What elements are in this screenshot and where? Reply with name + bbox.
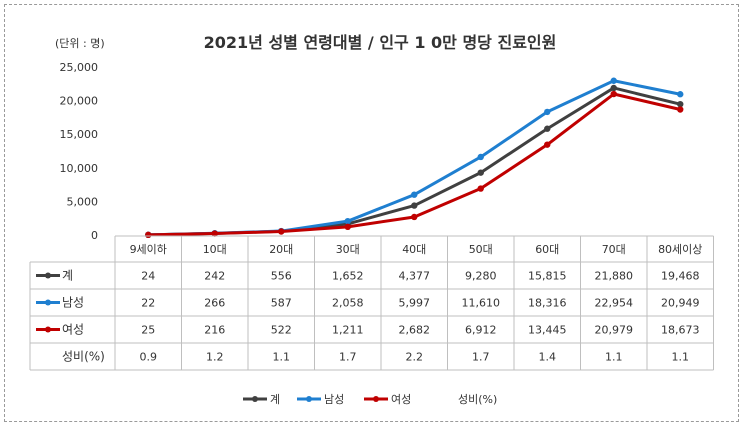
table-cell: 22,954	[595, 297, 634, 310]
y-axis: 25,000 20,000 15,000 10,000 5,000 0	[60, 61, 99, 242]
y-tick-label: 20,000	[60, 95, 99, 108]
chart-frame	[4, 4, 739, 422]
y-tick-label: 0	[91, 229, 98, 242]
table-cell: 1.1	[605, 351, 623, 364]
chart-title: 2021년 성별 연령대별 / 인구 1 0만 명당 진료인원	[204, 33, 557, 52]
data-point-1-5	[477, 153, 484, 161]
category-label: 50대	[469, 243, 493, 256]
legend: 계 남성 여성 성비(%)	[243, 393, 497, 406]
data-point-2-2	[278, 228, 285, 235]
plot-area	[145, 77, 684, 239]
table-cell: 22	[141, 297, 155, 310]
legend-label: 여성	[391, 393, 411, 406]
legend-label: 계	[270, 393, 280, 406]
legend-marker-2	[373, 396, 379, 402]
row-legend-marker-0	[45, 272, 51, 279]
table-cell: 24	[141, 270, 155, 283]
table-cell: 21,880	[595, 270, 634, 283]
table-cell: 587	[271, 297, 292, 310]
table-cell: 556	[271, 270, 292, 283]
data-point-0-4	[411, 202, 418, 209]
table-cell: 13,445	[528, 324, 567, 337]
category-label: 60대	[535, 243, 559, 256]
table-cell: 1.7	[472, 351, 490, 364]
data-point-2-4	[411, 213, 418, 221]
table-cell: 266	[204, 297, 225, 310]
data-point-2-3	[344, 223, 351, 231]
table-cell: 2.2	[406, 351, 424, 364]
table-cell: 11,610	[462, 297, 501, 310]
data-point-1-3	[344, 217, 351, 225]
data-point-1-8	[677, 91, 684, 98]
data-point-2-0	[145, 231, 152, 239]
table-cell: 1.7	[339, 351, 357, 364]
table-cell: 20,979	[595, 324, 634, 337]
table-cell: 15,815	[528, 270, 567, 283]
table-cell: 1,211	[332, 324, 364, 337]
table-cell: 1.1	[672, 351, 690, 364]
data-point-1-7	[610, 77, 617, 84]
table-cell: 9,280	[465, 270, 497, 283]
category-label: 40대	[402, 243, 426, 256]
y-tick-label: 5,000	[67, 195, 99, 208]
category-label: 10대	[203, 243, 227, 256]
data-point-0-7	[610, 84, 617, 92]
category-label: 20대	[269, 243, 293, 256]
table-cell: 4,377	[399, 270, 431, 283]
category-label: 70대	[602, 243, 626, 256]
category-label: 80세이상	[658, 243, 702, 256]
table-cell: 242	[204, 270, 225, 283]
legend-marker-1	[306, 396, 312, 402]
table-cell: 20,949	[661, 297, 700, 310]
y-tick-label: 25,000	[60, 61, 99, 74]
table-cell: 522	[271, 324, 292, 337]
table-cell: 1,652	[332, 270, 364, 283]
table-cell: 18,316	[528, 297, 567, 310]
legend-label: 남성	[324, 393, 344, 406]
data-point-2-5	[477, 185, 484, 192]
row-header: 여성	[62, 323, 84, 337]
table-cell: 216	[204, 324, 225, 337]
y-tick-label: 10,000	[60, 162, 99, 175]
data-point-0-6	[544, 125, 551, 132]
data-point-0-8	[677, 100, 684, 108]
category-label: 9세이하	[130, 242, 167, 256]
data-point-2-7	[610, 90, 617, 98]
row-header: 남성	[62, 296, 84, 310]
series-line-0	[148, 86, 681, 237]
series-line-2	[148, 92, 681, 237]
table-cell: 2,682	[399, 324, 431, 337]
y-tick-label: 15,000	[60, 128, 99, 141]
data-point-2-6	[544, 141, 551, 148]
data-point-1-6	[544, 108, 551, 116]
table-cell: 1.2	[206, 351, 224, 364]
table-cell: 2,058	[332, 297, 364, 310]
row-legend-marker-1	[45, 299, 51, 306]
row-header: 계	[62, 269, 73, 283]
data-point-0-5	[477, 169, 484, 176]
table-cell: 18,673	[661, 324, 700, 337]
unit-label: (단위 : 명)	[55, 37, 105, 50]
table-cell: 25	[141, 324, 155, 337]
table-cell: 5,997	[399, 297, 431, 310]
row-legend-marker-2	[45, 326, 51, 333]
table-cell: 6,912	[465, 324, 497, 337]
legend-label: 성비(%)	[458, 393, 497, 406]
data-point-2-8	[677, 106, 684, 113]
row-header: 성비(%)	[62, 350, 105, 364]
table-cell: 1.4	[539, 351, 557, 364]
category-label: 30대	[336, 243, 360, 256]
table-cell: 1.1	[273, 351, 291, 364]
data-point-2-1	[211, 230, 218, 237]
table-cell: 0.9	[140, 351, 158, 364]
data-point-1-4	[411, 191, 418, 198]
legend-marker-0	[252, 396, 258, 402]
table-cell: 19,468	[661, 270, 700, 283]
